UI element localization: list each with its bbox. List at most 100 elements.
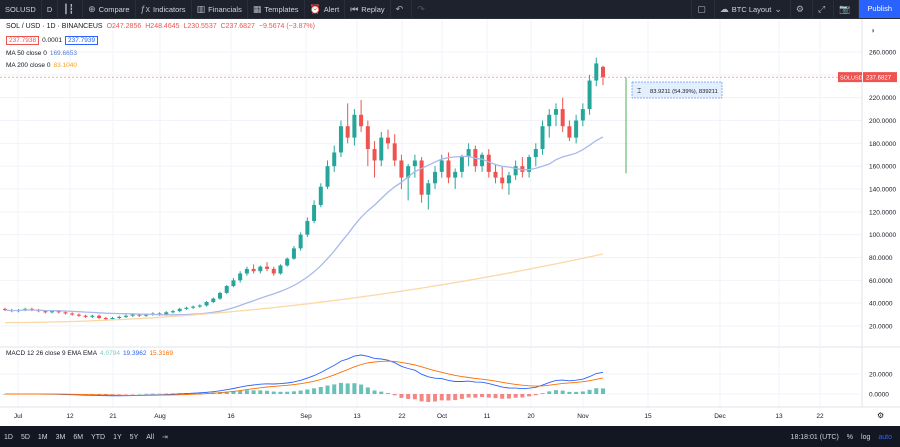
top-toolbar: SOLUSD D ┃┇ ⊕ Compare ƒx Indicators ▥ Finan… bbox=[0, 0, 900, 19]
macd-histogram-bar bbox=[406, 394, 411, 399]
ma50-label: MA 50 close 0 bbox=[6, 50, 47, 57]
candle-body bbox=[506, 175, 511, 184]
replay-button[interactable]: ⏮ Replay bbox=[345, 0, 391, 18]
macd-histogram-bar bbox=[506, 394, 511, 399]
redo-button[interactable]: ↷ bbox=[412, 0, 433, 18]
settings-gear-icon: ⚙ bbox=[877, 411, 884, 420]
macd-histogram-bar bbox=[325, 385, 330, 394]
chart-area[interactable]: 260.0000240.0000220.0000200.0000180.0000… bbox=[0, 19, 900, 426]
series-title: SOL / USD · 1D · BINANCEUS bbox=[6, 23, 103, 30]
range-5d[interactable]: 5D bbox=[20, 433, 30, 441]
bar-style-button[interactable]: ┃┇ bbox=[58, 0, 84, 18]
candle-body bbox=[291, 248, 296, 259]
bottom-bar: 1D 5D 1M 3M 6M YTD 1Y 5Y All ⇥ 18:18:01 … bbox=[0, 427, 900, 447]
price-tick: 80.0000 bbox=[869, 255, 893, 262]
candle-body bbox=[298, 234, 303, 249]
range-1m[interactable]: 1M bbox=[37, 433, 48, 441]
candle-body bbox=[278, 265, 283, 274]
indicators-button[interactable]: ƒx Indicators bbox=[136, 0, 192, 18]
ma50-value: 169.6653 bbox=[49, 50, 77, 57]
financials-icon: ▥ bbox=[196, 3, 206, 14]
macd-histogram-bar bbox=[412, 394, 417, 400]
range-all[interactable]: All bbox=[146, 433, 155, 441]
candle-body bbox=[123, 315, 128, 317]
range-1d[interactable]: 1D bbox=[4, 433, 13, 441]
ma50-legend[interactable]: MA 50 close 0 169.6653 bbox=[6, 50, 77, 57]
symbol-search[interactable]: SOLUSD bbox=[0, 0, 42, 18]
price-tick: 40.0000 bbox=[869, 301, 893, 308]
macd-histogram-bar bbox=[224, 391, 229, 394]
templates-icon: ▦ bbox=[252, 3, 262, 14]
log-toggle[interactable]: log bbox=[861, 433, 871, 441]
candle-body bbox=[601, 66, 605, 78]
price-tick: 140.0000 bbox=[869, 187, 896, 194]
price-tag bbox=[863, 72, 897, 83]
candle-body bbox=[130, 314, 135, 316]
cloud-icon: ☁ bbox=[719, 3, 729, 14]
bid-value[interactable]: 237.7938 bbox=[6, 36, 40, 45]
goto-date-icon[interactable]: ⇥ bbox=[162, 434, 168, 441]
time-tick: Jul bbox=[14, 413, 23, 420]
range-ytd[interactable]: YTD bbox=[91, 433, 106, 441]
macd-histogram-bar bbox=[130, 394, 135, 395]
alarm-icon: ⏰ bbox=[309, 3, 321, 14]
candle-body bbox=[312, 204, 317, 221]
candle-body bbox=[560, 109, 565, 127]
settings-button[interactable]: ⚙ bbox=[791, 0, 813, 18]
macd-histogram-bar bbox=[446, 394, 451, 401]
candle-body bbox=[513, 166, 518, 176]
price-tick: 20.0000 bbox=[869, 324, 893, 331]
snapshot-button[interactable]: 📷 bbox=[834, 0, 860, 18]
alert-button[interactable]: ⏰ Alert bbox=[305, 0, 346, 18]
layout-label: BTC Layout bbox=[731, 4, 772, 14]
expand-button[interactable]: ⤢ bbox=[813, 0, 835, 18]
candle-body bbox=[231, 280, 236, 287]
time-tick: Aug bbox=[154, 413, 166, 420]
macd-legend[interactable]: MACD 12 26 close 9 EMA EMA 4.0794 19.396… bbox=[6, 350, 173, 357]
macd-histogram-bar bbox=[285, 391, 290, 394]
candle-body bbox=[580, 109, 585, 121]
publish-button[interactable]: Publish bbox=[859, 0, 900, 18]
macd-histogram-bar bbox=[258, 390, 263, 394]
gear-icon: ⚙ bbox=[795, 3, 804, 14]
macd-histogram-bar bbox=[433, 394, 438, 402]
utc-clock[interactable]: 18:18:01 (UTC) bbox=[790, 433, 839, 441]
time-tick: Nov bbox=[577, 413, 589, 420]
macd-histogram-bar bbox=[601, 388, 605, 394]
layout-button[interactable]: ☁ BTC Layout ⌄ bbox=[715, 0, 791, 18]
financials-button[interactable]: ▥ Financials bbox=[192, 0, 248, 18]
candle-body bbox=[110, 318, 115, 320]
macd-tick: 20.0000 bbox=[869, 372, 893, 379]
macd-histogram-bar bbox=[144, 393, 149, 395]
ask-value[interactable]: 237.7939 bbox=[65, 36, 99, 45]
range-5y[interactable]: 5Y bbox=[129, 433, 139, 441]
candle-body bbox=[63, 312, 68, 314]
candle-body bbox=[352, 114, 357, 138]
time-tick: 15 bbox=[644, 413, 652, 420]
range-1y[interactable]: 1Y bbox=[113, 433, 122, 441]
undo-button[interactable]: ↶ bbox=[391, 0, 413, 18]
templates-button[interactable]: ▦ Templates bbox=[248, 0, 305, 18]
price-chart[interactable]: 260.0000240.0000220.0000200.0000180.0000… bbox=[0, 19, 900, 426]
interval-button[interactable]: D bbox=[42, 0, 59, 18]
candle-body bbox=[486, 154, 491, 172]
range-3m[interactable]: 3M bbox=[55, 433, 66, 441]
macd-signal-line bbox=[5, 360, 604, 396]
candle-body bbox=[533, 149, 538, 158]
ma200-legend[interactable]: MA 200 close 0 83.1040 bbox=[6, 62, 77, 69]
square-icon: ▢ bbox=[697, 3, 706, 14]
plus-circle-icon: ⊕ bbox=[88, 3, 96, 14]
macd-histogram-bar bbox=[231, 391, 236, 394]
auto-toggle[interactable]: auto bbox=[878, 433, 892, 441]
fullscreen-toggle[interactable]: ▢ bbox=[691, 0, 715, 18]
candle-body bbox=[271, 268, 276, 274]
candle-body bbox=[406, 166, 411, 178]
macd-histogram-bar bbox=[157, 393, 162, 395]
compare-button[interactable]: ⊕ Compare bbox=[83, 0, 136, 18]
range-6m[interactable]: 6M bbox=[73, 433, 84, 441]
percent-toggle[interactable]: % bbox=[846, 433, 854, 441]
candle-body bbox=[97, 315, 102, 319]
candle-body bbox=[547, 114, 552, 127]
symbol-label: SOLUSD bbox=[5, 4, 36, 14]
candle-body bbox=[211, 298, 216, 303]
